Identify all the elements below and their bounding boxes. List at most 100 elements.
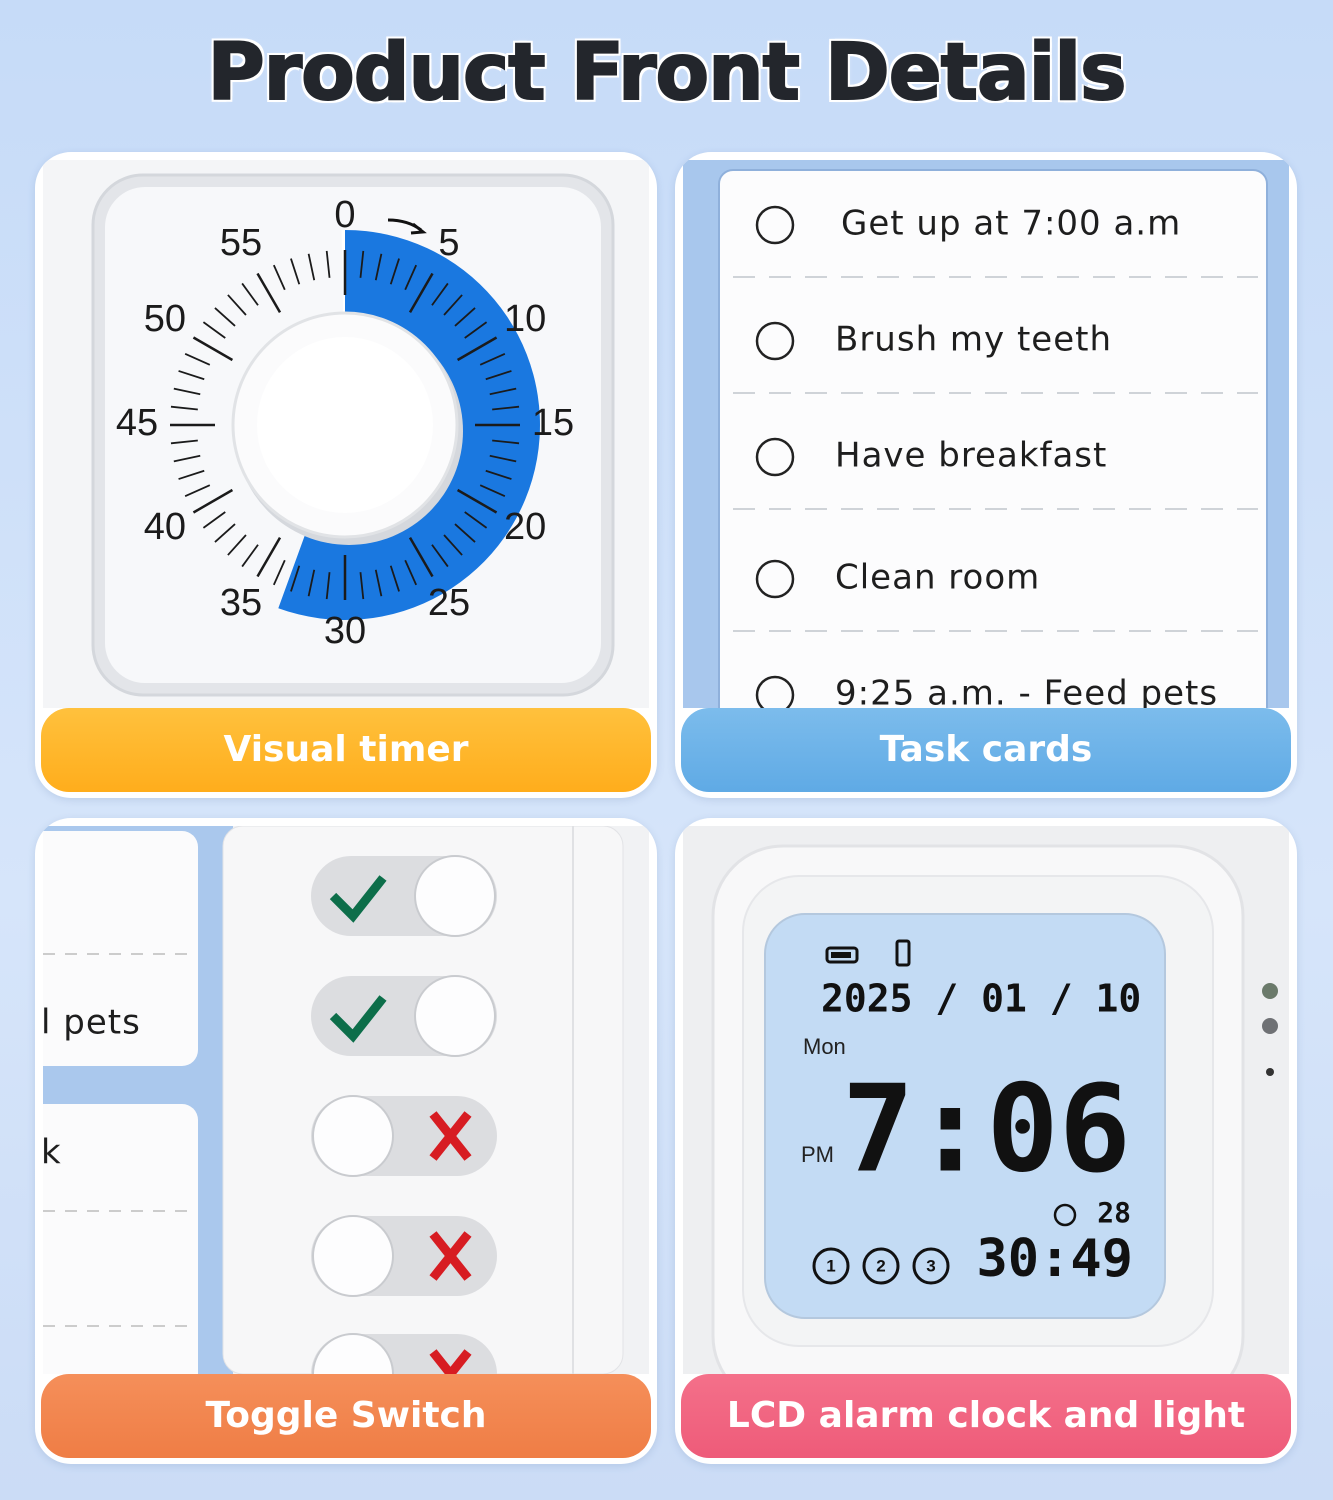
dial-tick xyxy=(307,569,316,597)
dial-tick xyxy=(202,321,226,339)
label: Visual timer xyxy=(41,708,651,792)
dial-tick xyxy=(485,469,512,480)
toggle-knob xyxy=(312,1215,394,1297)
alarm-number: 1 xyxy=(826,1256,835,1275)
tomato-icon xyxy=(1053,1203,1077,1227)
task-text: Clean room xyxy=(835,558,1040,598)
dial-tick xyxy=(456,488,498,514)
dial-tick xyxy=(492,439,520,445)
dial-tick xyxy=(374,569,383,597)
alarm-number: 3 xyxy=(926,1256,935,1275)
knob-top xyxy=(257,337,433,513)
label: LCD alarm clock and light xyxy=(681,1374,1291,1458)
dial-tick xyxy=(170,405,198,411)
dial-tick xyxy=(227,534,247,556)
label: Task cards xyxy=(681,708,1291,792)
task-icon xyxy=(755,321,795,361)
dial-tick xyxy=(408,536,434,578)
check xyxy=(329,875,387,923)
lcd-counter: 28 xyxy=(1097,1196,1131,1229)
dial-tick xyxy=(485,370,512,381)
tasks-image: Get up at 7:00 a.m Brush my teeth Have bre… xyxy=(683,160,1289,708)
dial-number: 45 xyxy=(116,402,158,444)
task-icon xyxy=(755,675,795,708)
dial-tick xyxy=(192,336,234,362)
dial-tick xyxy=(454,523,476,543)
dial-number: 0 xyxy=(334,194,355,236)
dial-tick xyxy=(359,250,365,278)
dial-tick xyxy=(374,253,383,281)
dial-number: 40 xyxy=(144,506,186,548)
task-icon xyxy=(755,437,795,477)
lcd-weekday: Mon xyxy=(803,1034,846,1059)
dial-number: 25 xyxy=(428,582,470,624)
dial-tick xyxy=(184,352,211,366)
arrow xyxy=(387,218,427,235)
task-icon xyxy=(755,205,795,245)
dial-tick xyxy=(173,454,201,463)
lcd-countdown: 30:49 xyxy=(976,1229,1133,1289)
toggle-knob xyxy=(312,1333,394,1374)
alarm-icon xyxy=(812,1247,850,1285)
dial-tick xyxy=(389,258,400,285)
dial-tick xyxy=(464,511,488,529)
dial-tick xyxy=(454,307,476,327)
dial-tick xyxy=(325,572,331,600)
dial-tick xyxy=(431,282,449,306)
dial-number: 50 xyxy=(144,298,186,340)
dial-tick xyxy=(464,321,488,339)
dial-tick xyxy=(479,484,506,498)
dial-tick xyxy=(456,336,498,362)
dial-tick xyxy=(404,559,418,586)
dial-tick xyxy=(492,405,520,411)
dial-tick xyxy=(214,523,236,543)
lcd-date: 2025 / 01 / 10 xyxy=(821,977,1141,1021)
panel-lcd: 2025 / 01 / 10 Mon PM 7:06 28 30:49 1 2 3 LCD al… xyxy=(675,818,1297,1464)
dial-tick xyxy=(443,294,463,316)
dial-tick xyxy=(272,264,286,291)
dial-tick xyxy=(489,454,517,463)
dial-tick xyxy=(241,282,259,306)
dial-tick xyxy=(479,352,506,366)
cross xyxy=(429,1231,472,1281)
dial-tick xyxy=(173,387,201,396)
dial-tick xyxy=(389,565,400,592)
task-icon xyxy=(755,559,795,599)
timer-wedge xyxy=(278,230,541,620)
cross xyxy=(429,1111,472,1161)
dial-tick xyxy=(227,294,247,316)
dial-number: 30 xyxy=(324,610,366,652)
dial-tick xyxy=(290,258,301,285)
panel-toggle: l pets k Toggle Switch xyxy=(35,818,657,1464)
dial-tick xyxy=(184,484,211,498)
task-text: Brush my teeth xyxy=(835,320,1112,360)
label: Toggle Switch xyxy=(41,1374,651,1458)
dial-number: 20 xyxy=(504,506,546,548)
alarm-number: 2 xyxy=(876,1256,885,1275)
check xyxy=(329,995,387,1043)
dial-tick xyxy=(256,272,282,314)
lcd-time: 7:06 xyxy=(842,1061,1131,1200)
panel-tasks: Get up at 7:00 a.m Brush my teeth Have bre… xyxy=(675,152,1297,798)
dial-number: 35 xyxy=(220,582,262,624)
task-text: Have breakfast xyxy=(835,436,1107,476)
dial-tick xyxy=(359,572,365,600)
dial-tick xyxy=(178,469,205,480)
dial-tick xyxy=(272,559,286,586)
dial-tick xyxy=(431,544,449,568)
toggle-knob xyxy=(414,975,496,1057)
task-text: Get up at 7:00 a.m xyxy=(841,204,1181,244)
dial-tick xyxy=(489,387,517,396)
dial-tick xyxy=(404,264,418,291)
dial-tick xyxy=(307,253,316,281)
cross xyxy=(429,1349,472,1374)
toggle-knob xyxy=(414,855,496,937)
toggle-knob xyxy=(312,1095,394,1177)
dial-number: 5 xyxy=(438,222,459,264)
dial-tick xyxy=(202,511,226,529)
lcd-period: PM xyxy=(801,1142,834,1167)
dial-tick xyxy=(214,307,236,327)
dial-tick xyxy=(325,250,331,278)
